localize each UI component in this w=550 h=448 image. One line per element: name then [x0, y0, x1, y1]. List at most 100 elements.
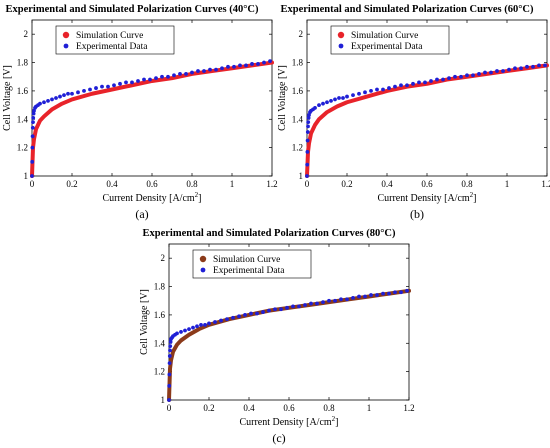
- data-point-experimental: [167, 372, 172, 377]
- series-line-simulation: [305, 63, 549, 178]
- data-point-experimental: [225, 317, 229, 322]
- x-axis-label: Current Density [A/cm2]: [102, 191, 201, 204]
- data-point-experimental: [213, 320, 217, 324]
- data-point-experimental: [291, 304, 295, 309]
- data-point-experimental: [42, 100, 46, 105]
- data-point-experimental: [357, 294, 361, 299]
- legend-marker-simulation: [62, 31, 70, 39]
- data-point-experimental: [337, 96, 341, 100]
- data-point-experimental: [453, 74, 457, 79]
- y-tick-label: 1: [299, 171, 304, 181]
- x-tick-label: 0.8: [461, 179, 473, 189]
- data-point-experimental: [459, 74, 463, 79]
- y-tick-label: 1.8: [17, 58, 29, 68]
- data-point-experimental: [100, 84, 104, 89]
- y-tick-label: 1.6: [17, 86, 29, 96]
- data-point-experimental: [50, 97, 54, 102]
- chart-panel-b: Experimental and Simulated Polarization …: [277, 4, 550, 221]
- data-point-experimental: [167, 354, 172, 358]
- x-tick-label: 1.2: [541, 179, 550, 189]
- x-tick-label: 0.6: [146, 179, 158, 189]
- data-point-experimental: [543, 63, 547, 68]
- x-tick-label: 1: [367, 403, 372, 413]
- data-point-experimental: [54, 96, 58, 100]
- data-point-experimental: [30, 159, 35, 164]
- data-point-experimental: [285, 305, 289, 310]
- data-point-experimental: [167, 398, 171, 402]
- data-point-experimental: [315, 301, 319, 306]
- data-point-experimental: [306, 115, 311, 120]
- x-axis-label-suffix: ]: [198, 193, 201, 204]
- data-point-experimental: [501, 69, 505, 73]
- data-point-experimental: [219, 318, 223, 323]
- data-point-experimental: [66, 91, 70, 96]
- series-line-simulation: [167, 288, 411, 402]
- x-tick-label: 0.6: [283, 403, 295, 413]
- data-point-experimental: [306, 124, 310, 129]
- data-point-experimental: [168, 348, 172, 353]
- data-point-experimental: [489, 70, 493, 75]
- data-point-experimental: [339, 297, 343, 302]
- x-tick-label: 1.2: [266, 179, 277, 189]
- data-point-experimental: [387, 86, 391, 90]
- data-point-experimental: [267, 308, 271, 313]
- data-point-experimental: [327, 298, 331, 303]
- data-point-experimental: [243, 313, 247, 317]
- data-point-experimental: [82, 89, 86, 93]
- data-point-experimental: [30, 145, 35, 150]
- series-line-simulation: [30, 60, 274, 178]
- x-axis-label-sup: 2: [332, 415, 336, 423]
- data-point-experimental: [207, 321, 211, 326]
- data-point-experimental: [477, 71, 481, 76]
- data-point-experimental: [220, 66, 224, 71]
- data-point-experimental: [256, 62, 260, 66]
- data-point-experimental: [351, 93, 355, 98]
- x-tick-label: 0.6: [421, 179, 433, 189]
- data-point-experimental: [124, 80, 128, 85]
- data-point-experimental: [166, 74, 170, 79]
- data-point-experimental: [279, 307, 283, 312]
- legend-box: [55, 25, 175, 55]
- data-point-experimental: [305, 138, 310, 143]
- x-tick-label: 0: [305, 179, 310, 189]
- data-point-experimental: [262, 60, 266, 65]
- data-point-experimental: [333, 298, 337, 303]
- panel-label: (b): [410, 207, 424, 221]
- data-point-experimental: [325, 100, 329, 105]
- data-point-experimental: [345, 297, 349, 302]
- data-point-experimental: [273, 307, 277, 312]
- data-point-experimental: [76, 90, 80, 95]
- x-tick-label: 1.2: [403, 403, 414, 413]
- data-point-experimental: [250, 62, 254, 66]
- legend-box: [192, 249, 312, 279]
- legend-marker-experimental: [338, 43, 344, 49]
- y-tick-label: 1.8: [154, 282, 166, 292]
- data-point-experimental: [411, 81, 415, 86]
- x-tick-label: 0.2: [341, 179, 352, 189]
- data-point-experimental: [305, 130, 310, 134]
- x-axis-label-text: Current Density [A/cm: [239, 417, 331, 428]
- x-axis-label-sup: 2: [195, 191, 199, 199]
- data-point-experimental: [537, 63, 541, 68]
- legend-marker-simulation: [199, 255, 207, 263]
- data-point-experimental: [303, 303, 307, 307]
- data-point-experimental: [31, 111, 36, 116]
- data-point-experimental: [38, 101, 42, 106]
- data-point-experimental: [208, 67, 212, 72]
- x-axis-label-sup: 2: [470, 191, 474, 199]
- data-point-experimental: [369, 293, 373, 297]
- data-point-experimental: [321, 101, 325, 106]
- chart-title: Experimental and Simulated Polarization …: [6, 4, 259, 15]
- data-point-experimental: [30, 134, 35, 139]
- data-point-experimental: [244, 63, 248, 68]
- data-point-experimental: [345, 94, 349, 99]
- data-point-experimental: [525, 64, 529, 69]
- data-point-experimental: [203, 322, 207, 327]
- data-point-experimental: [531, 64, 535, 69]
- data-point-experimental: [142, 77, 146, 82]
- data-point-experimental: [187, 327, 191, 331]
- data-point-experimental: [363, 90, 367, 95]
- data-point-experimental: [160, 74, 164, 79]
- x-axis-label-suffix: ]: [473, 193, 476, 204]
- x-axis-label-suffix: ]: [335, 417, 338, 428]
